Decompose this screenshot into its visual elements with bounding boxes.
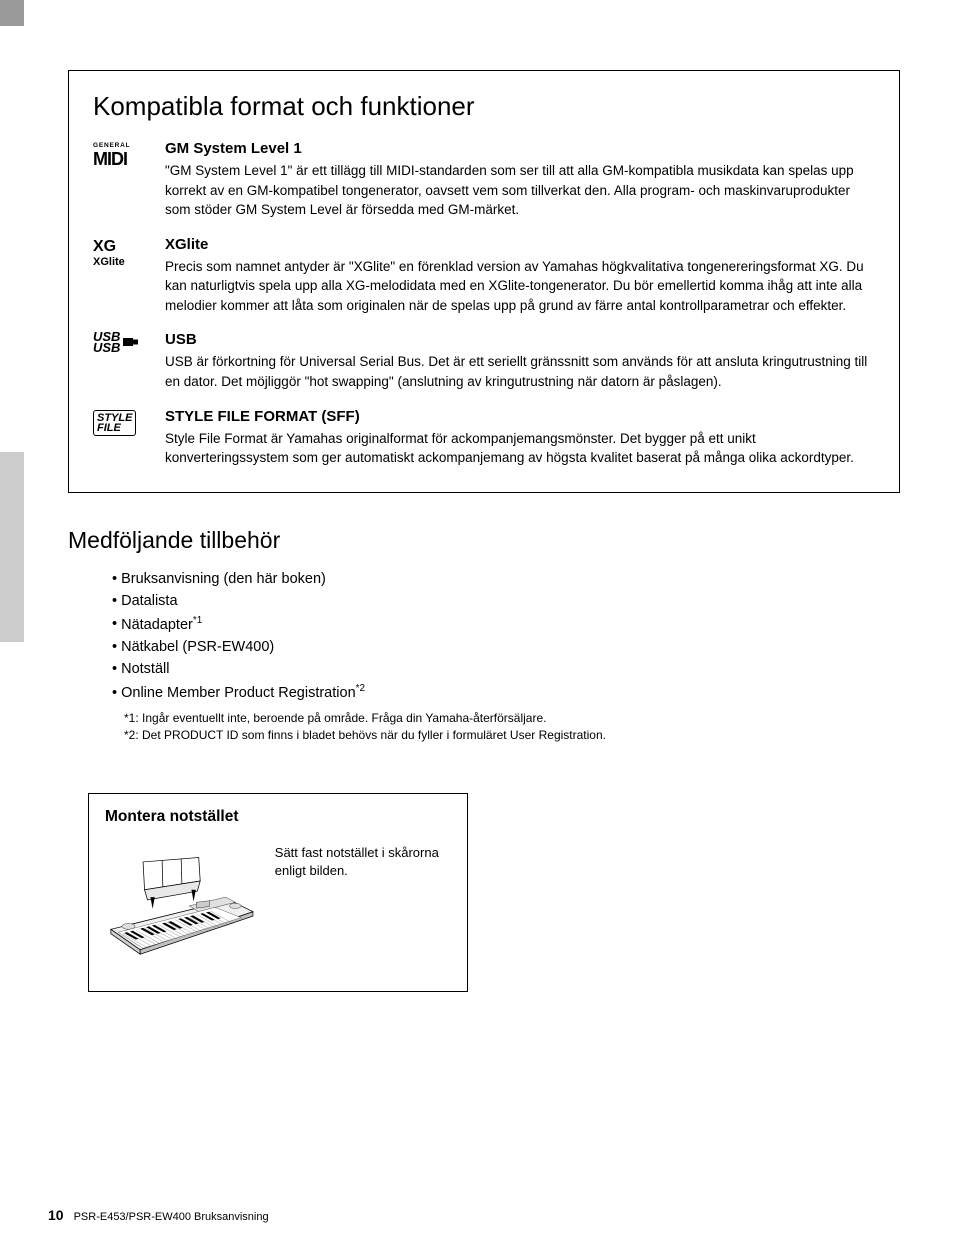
compat-text: USB USB är förkortning för Universal Ser…	[165, 331, 875, 391]
footnotes: *1: Ingår eventuellt inte, beroende på o…	[68, 710, 900, 745]
compat-row-usb: USB USB USB USB är förkortning för Unive…	[93, 331, 875, 391]
mount-caption: Sätt fast notstället i skårorna enligt b…	[275, 838, 451, 880]
list-item: Online Member Product Registration*2	[112, 681, 900, 704]
list-item: Nätadapter*1	[112, 613, 900, 636]
compat-heading: GM System Level 1	[165, 140, 875, 157]
accessories-list: Bruksanvisning (den här boken) Datalista…	[68, 568, 900, 704]
page-number: 10	[48, 1207, 64, 1223]
compat-body: "GM System Level 1" är ett tillägg till …	[165, 161, 875, 220]
keyboard-illustration-icon	[105, 838, 259, 973]
mount-title: Montera notstället	[105, 808, 451, 826]
page-content: Kompatibla format och funktioner GENERAL…	[68, 70, 900, 992]
accessories-title: Medföljande tillbehör	[68, 527, 900, 554]
page-edge-tab-light	[0, 452, 24, 642]
compat-body: Precis som namnet antyder är "XGlite" en…	[165, 257, 875, 316]
compat-box: Kompatibla format och funktioner GENERAL…	[68, 70, 900, 493]
list-item: Nätkabel (PSR-EW400)	[112, 636, 900, 658]
page-edge-tab-dark	[0, 0, 24, 26]
compat-row-xglite: XG XGlite XGlite Precis som namnet antyd…	[93, 236, 875, 316]
list-item: Datalista	[112, 590, 900, 612]
compat-heading: XGlite	[165, 236, 875, 253]
xglite-icon: XG XGlite	[93, 236, 165, 316]
usb-icon: USB USB	[93, 331, 165, 391]
compat-body: Style File Format är Yamahas originalfor…	[165, 429, 875, 468]
compat-heading: USB	[165, 331, 875, 348]
page-footer: 10 PSR-E453/PSR-EW400 Bruksanvisning	[48, 1207, 269, 1223]
usb-plug-icon	[123, 335, 139, 349]
compat-text: XGlite Precis som namnet antyder är "XGl…	[165, 236, 875, 316]
mount-music-rest-box: Montera notstället	[88, 793, 468, 992]
compat-heading: STYLE FILE FORMAT (SFF)	[165, 408, 875, 425]
footnote: *2: Det PRODUCT ID som finns i bladet be…	[124, 727, 900, 744]
footnote: *1: Ingår eventuellt inte, beroende på o…	[124, 710, 900, 727]
compat-text: GM System Level 1 "GM System Level 1" är…	[165, 140, 875, 220]
compat-body: USB är förkortning för Universal Serial …	[165, 352, 875, 391]
compat-text: STYLE FILE FORMAT (SFF) Style File Forma…	[165, 408, 875, 468]
list-item: Bruksanvisning (den här boken)	[112, 568, 900, 590]
style-file-icon: STYLE FILE	[93, 408, 165, 468]
gm-midi-icon: GENERAL MIDI	[93, 140, 165, 220]
list-item: Notställ	[112, 658, 900, 680]
section-title: Kompatibla format och funktioner	[93, 91, 875, 122]
compat-row-sff: STYLE FILE STYLE FILE FORMAT (SFF) Style…	[93, 408, 875, 468]
footer-doc-title: PSR-E453/PSR-EW400 Bruksanvisning	[74, 1211, 269, 1223]
compat-row-gm: GENERAL MIDI GM System Level 1 "GM Syste…	[93, 140, 875, 220]
